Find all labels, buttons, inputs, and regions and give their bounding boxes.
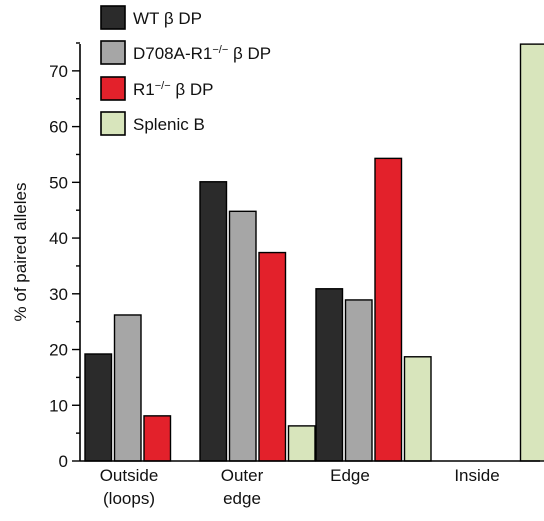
y-tick-label: 20 (49, 341, 68, 360)
legend-swatch (100, 5, 126, 30)
legend-swatch (100, 76, 126, 101)
bar (519, 43, 544, 462)
x-axis-categories: Outside (loops) Outer edge Edge Inside (100, 466, 500, 508)
legend-label: Splenic B (133, 115, 205, 134)
legend-label: WT β DP (133, 9, 202, 28)
legend-swatch (100, 40, 126, 65)
y-tick-label: 30 (49, 285, 68, 304)
legend: WT β DP D708A-R1−/− β DP R1−/− β DP Splenic… (100, 5, 271, 136)
bar (84, 353, 113, 462)
bar (287, 425, 316, 462)
y-axis-title: % of paired alleles (11, 183, 30, 322)
x-category-label: edge (223, 489, 261, 508)
x-category-label: Edge (330, 466, 370, 485)
bar (199, 181, 228, 462)
y-tick-label: 50 (49, 173, 68, 192)
bar (315, 288, 344, 462)
legend-label: D708A-R1−/− β DP (133, 44, 271, 63)
y-tick-label: 70 (49, 62, 68, 81)
bar (113, 314, 142, 462)
bar (344, 299, 373, 462)
y-axis-ticks: 0 10 20 30 40 50 60 70 (49, 42, 80, 471)
bar (228, 210, 257, 462)
x-category-label: Inside (454, 466, 499, 485)
x-category-label: Outer (221, 466, 264, 485)
bar (258, 251, 287, 462)
bar (403, 356, 432, 462)
legend-swatch (100, 111, 126, 136)
bar (143, 415, 172, 462)
y-tick-label: 60 (49, 118, 68, 137)
x-category-label: (loops) (103, 489, 155, 508)
x-category-label: Outside (100, 466, 159, 485)
y-tick-label: 40 (49, 229, 68, 248)
bar (374, 157, 403, 462)
bars-group (84, 43, 544, 462)
y-tick-label: 0 (59, 452, 68, 471)
legend-label: R1−/− β DP (133, 80, 214, 99)
y-tick-label: 10 (49, 396, 68, 415)
